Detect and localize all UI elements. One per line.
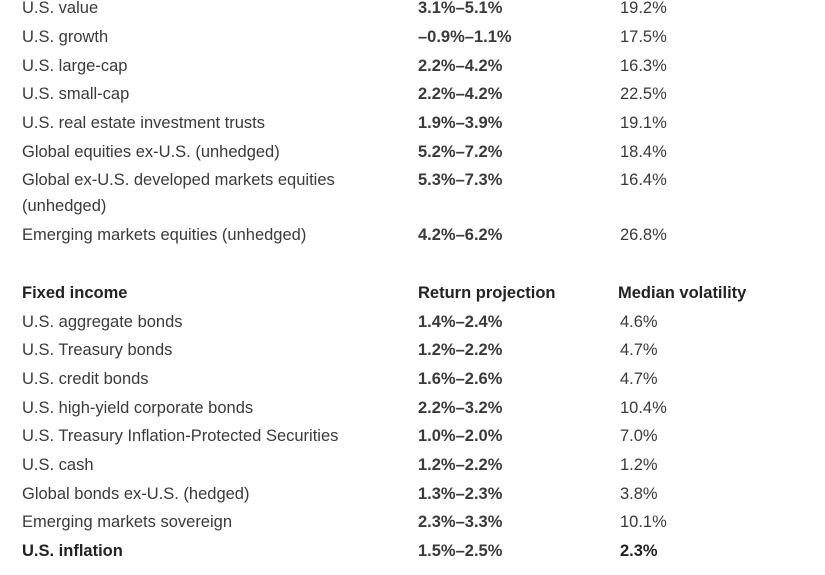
return-projection: 1.9%–3.9% xyxy=(418,114,503,133)
asset-class: U.S. value xyxy=(22,0,99,18)
header-cell: Return projection xyxy=(418,283,556,302)
header-row: Fixed income Return projection Median vola… xyxy=(22,279,812,308)
return-projection: 5.3%–7.3% xyxy=(418,171,503,190)
asset-class: U.S. growth xyxy=(22,28,109,47)
table-row: Global bonds ex-U.S. (hedged) 1.3%–2.3% 3.… xyxy=(22,479,812,508)
header-cell: Median volatility xyxy=(618,283,747,302)
return-projection: 2.2%–4.2% xyxy=(418,56,503,75)
return-projection: 1.6%–2.6% xyxy=(418,369,503,388)
asset-class: Global ex-U.S. developed markets equitie… xyxy=(22,171,335,216)
table-row: U.S. Treasury bonds 1.2%–2.2% 4.7% xyxy=(22,336,812,365)
asset-class: Global equities ex-U.S. (unhedged) xyxy=(22,142,280,161)
asset-class: U.S. high-yield corporate bonds xyxy=(22,398,254,417)
table-row: Global ex-U.S. developed markets equitie… xyxy=(22,166,812,221)
table-row: Global equities ex-U.S. (unhedged) 5.2%–7… xyxy=(22,137,812,166)
asset-class: U.S. real estate investment trusts xyxy=(22,114,266,133)
median-volatility: 16.3% xyxy=(620,56,667,75)
return-projection: 4.2%–6.2% xyxy=(418,226,503,245)
table-row: U.S. growth –0.9%–1.1% 17.5% xyxy=(22,23,812,52)
median-volatility: 22.5% xyxy=(620,85,667,104)
return-projection: 1.3%–2.3% xyxy=(418,484,503,503)
table-row: U.S. small-cap 2.2%–4.2% 22.5% xyxy=(22,80,812,109)
table-row: U.S. inflation 1.5%–2.5% 2.3% xyxy=(22,537,812,566)
table-row: U.S. high-yield corporate bonds 2.2%–3.2%… xyxy=(22,393,812,422)
projection-table: U.S. value 3.1%–5.1% 19.2% U.S. growth –0.9%… xyxy=(22,0,812,565)
median-volatility: 26.8% xyxy=(620,226,667,245)
table-row: U.S. aggregate bonds 1.4%–2.4% 4.6% xyxy=(22,307,812,336)
median-volatility: 10.1% xyxy=(620,513,667,532)
return-projection: 1.4%–2.4% xyxy=(418,312,503,331)
table-section: Fixed income Return projection Median vola… xyxy=(22,279,812,566)
table-row: U.S. large-cap 2.2%–4.2% 16.3% xyxy=(22,51,812,80)
return-projection: 1.5%–2.5% xyxy=(418,542,503,561)
return-projection: 2.3%–3.3% xyxy=(418,513,503,532)
asset-class: U.S. small-cap xyxy=(22,85,130,104)
median-volatility: 19.2% xyxy=(620,0,667,18)
return-projection: –0.9%–1.1% xyxy=(418,28,512,47)
asset-class: U.S. inflation xyxy=(22,542,123,561)
median-volatility: 18.4% xyxy=(620,142,667,161)
asset-class: U.S. Treasury Inflation-Protected Securi… xyxy=(22,427,339,446)
table-row: U.S. value 3.1%–5.1% 19.2% xyxy=(22,0,812,23)
asset-class: U.S. Treasury bonds xyxy=(22,341,173,360)
table-row: U.S. Treasury Inflation-Protected Securi… xyxy=(22,422,812,451)
return-projection: 1.0%–2.0% xyxy=(418,427,503,446)
table-row: Emerging markets equities (unhedged) 4.2%… xyxy=(22,221,812,250)
return-projection: 3.1%–5.1% xyxy=(418,0,503,18)
median-volatility: 4.7% xyxy=(620,369,658,388)
table-row: U.S. real estate investment trusts 1.9%–3… xyxy=(22,109,812,138)
median-volatility: 2.3% xyxy=(620,542,658,561)
asset-class: U.S. large-cap xyxy=(22,56,128,75)
return-projection: 1.2%–2.2% xyxy=(418,455,503,474)
asset-class: U.S. aggregate bonds xyxy=(22,312,183,331)
table-section: U.S. value 3.1%–5.1% 19.2% U.S. growth –0.9%… xyxy=(22,0,812,250)
table-row: U.S. cash 1.2%–2.2% 1.2% xyxy=(22,451,812,480)
return-projection: 5.2%–7.2% xyxy=(418,142,503,161)
asset-class: Global bonds ex-U.S. (hedged) xyxy=(22,484,250,503)
header-cell: Fixed income xyxy=(22,283,128,302)
median-volatility: 16.4% xyxy=(620,171,667,190)
median-volatility: 3.8% xyxy=(620,484,658,503)
median-volatility: 10.4% xyxy=(620,398,667,417)
median-volatility: 7.0% xyxy=(620,427,658,446)
median-volatility: 19.1% xyxy=(620,114,667,133)
median-volatility: 1.2% xyxy=(620,455,658,474)
asset-class: U.S. credit bonds xyxy=(22,369,149,388)
median-volatility: 17.5% xyxy=(620,28,667,47)
asset-class: Emerging markets equities (unhedged) xyxy=(22,226,307,245)
return-projection: 2.2%–4.2% xyxy=(418,85,503,104)
median-volatility: 4.6% xyxy=(620,312,658,331)
asset-class: U.S. cash xyxy=(22,455,94,474)
return-projection: 2.2%–3.2% xyxy=(418,398,503,417)
table-row: Emerging markets sovereign 2.3%–3.3% 10.1% xyxy=(22,508,812,537)
table-row: U.S. credit bonds 1.6%–2.6% 4.7% xyxy=(22,365,812,394)
median-volatility: 4.7% xyxy=(620,341,658,360)
return-projection: 1.2%–2.2% xyxy=(418,341,503,360)
asset-class: Emerging markets sovereign xyxy=(22,513,233,532)
